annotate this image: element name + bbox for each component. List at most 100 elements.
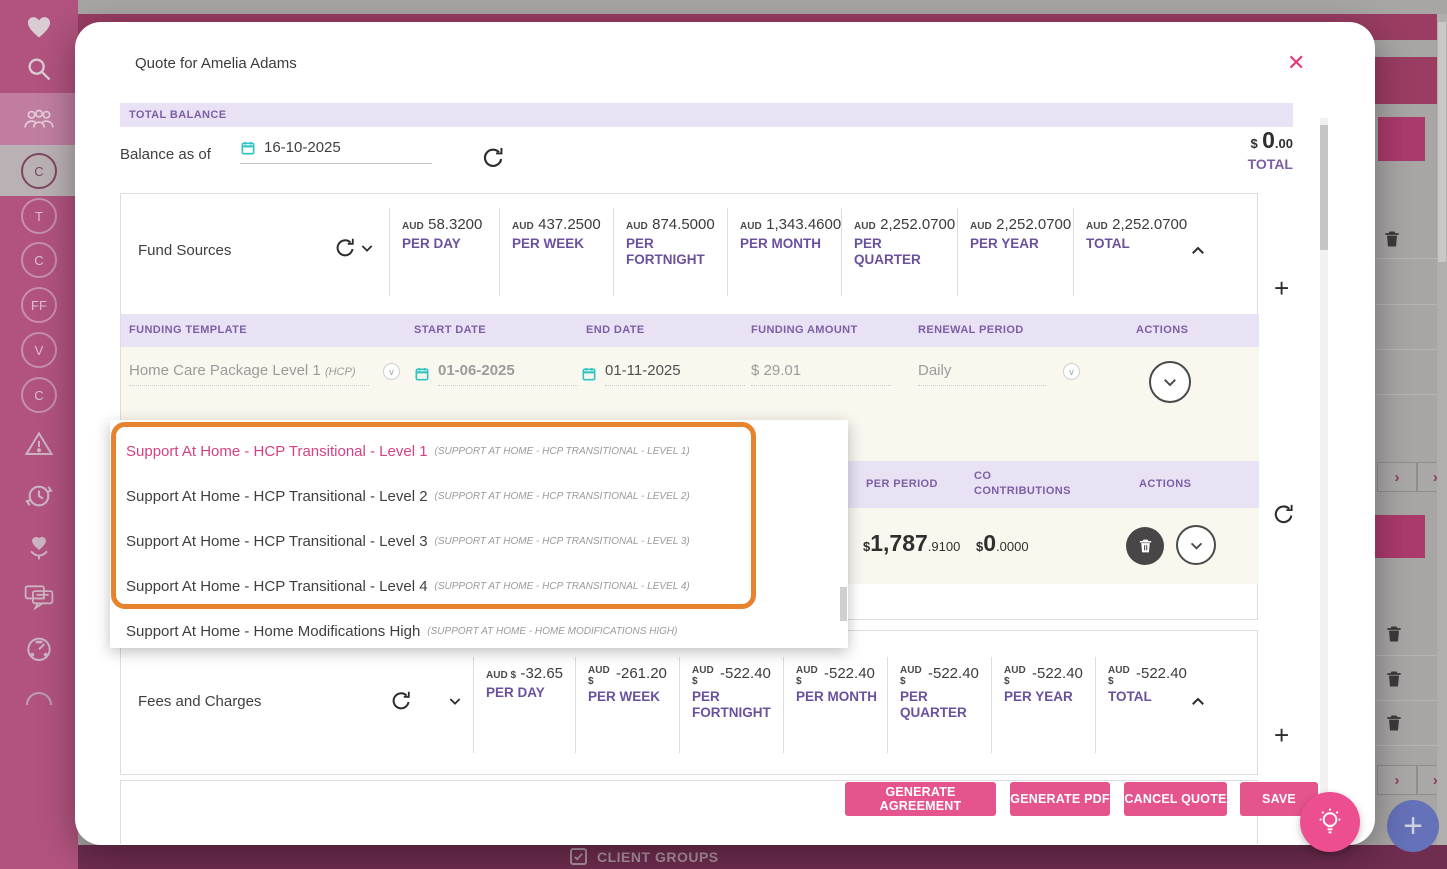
sidebar-item-client-c-active[interactable]: C bbox=[0, 152, 78, 190]
end-date-value: 01-11-2025 bbox=[605, 362, 745, 386]
period-label: PER MONTH bbox=[796, 689, 877, 704]
amount-value: -522.40 bbox=[1032, 665, 1083, 682]
refresh-balance-button[interactable] bbox=[480, 145, 506, 171]
option-label: Support At Home - HCP Transitional - Lev… bbox=[126, 578, 428, 595]
total-label: TOTAL bbox=[1247, 156, 1293, 172]
page-scrollbar-thumb[interactable] bbox=[1438, 22, 1446, 262]
trash-icon[interactable] bbox=[1384, 712, 1404, 734]
dashboard-nav-item[interactable] bbox=[0, 630, 78, 666]
client-groups-section: CLIENT GROUPS bbox=[570, 848, 719, 865]
refresh-fees-button[interactable] bbox=[389, 689, 415, 715]
start-date-input[interactable]: 01-06-2025 bbox=[414, 362, 578, 386]
row-expand-button[interactable] bbox=[1149, 361, 1191, 403]
care-nav-item[interactable] bbox=[0, 528, 78, 564]
messages-nav-item[interactable] bbox=[0, 578, 78, 614]
avatar: FF bbox=[21, 287, 57, 323]
option-hint: (SUPPORT AT HOME - HCP TRANSITIONAL - LE… bbox=[434, 491, 690, 502]
amount-whole: 1,787 bbox=[870, 530, 928, 556]
generate-pdf-button[interactable]: GENERATE PDF bbox=[1010, 782, 1110, 816]
calendar-icon[interactable] bbox=[240, 140, 256, 156]
pager-next-icon: › bbox=[1394, 771, 1400, 789]
fees-and-charges-panel: Fees and Charges AUD $ -32.65 PER DAY AU… bbox=[120, 630, 1258, 775]
trash-icon[interactable] bbox=[1384, 623, 1404, 645]
modal-scrollbar-thumb[interactable] bbox=[1320, 125, 1328, 250]
calendar-icon[interactable] bbox=[581, 366, 597, 382]
renewal-dropdown-toggle[interactable]: v bbox=[1063, 363, 1080, 380]
calendar-icon[interactable] bbox=[414, 366, 430, 382]
currency-label: AUD $ bbox=[796, 665, 818, 687]
currency-label: AUD bbox=[512, 221, 534, 232]
checkbox-icon[interactable] bbox=[570, 848, 587, 865]
fund-sources-expand-button[interactable] bbox=[359, 240, 375, 256]
modal-scrollbar[interactable] bbox=[1320, 118, 1328, 808]
funding-amount-value: $ 29.01 bbox=[751, 362, 891, 386]
divider bbox=[1375, 745, 1447, 746]
clients-nav-item[interactable] bbox=[0, 102, 78, 136]
funding-amount-input[interactable]: $ 29.01 bbox=[751, 362, 891, 386]
sidebar-item-client-t[interactable]: T bbox=[0, 197, 78, 235]
generate-agreement-button[interactable]: GENERATE AGREEMENT bbox=[845, 782, 996, 816]
line-item-expand-button[interactable] bbox=[1176, 525, 1216, 565]
balance-date-input[interactable]: 16-10-2025 bbox=[240, 139, 432, 164]
chevron-down-icon bbox=[1190, 542, 1202, 550]
col-funding-amount: FUNDING AMOUNT bbox=[751, 324, 858, 336]
fees-collapse-button[interactable] bbox=[1189, 693, 1207, 711]
add-fab-button[interactable]: + bbox=[1387, 800, 1439, 852]
favorites-nav-item[interactable] bbox=[0, 10, 78, 44]
chevron-v-icon: v bbox=[1069, 366, 1074, 377]
cancel-quote-button[interactable]: CANCEL QUOTE bbox=[1124, 782, 1227, 816]
summary-col-total: AUD 2,252.0700 TOTAL bbox=[1073, 208, 1187, 296]
refresh-fund-sources-button[interactable] bbox=[333, 236, 359, 262]
renewal-period-select[interactable]: Daily bbox=[918, 362, 1046, 386]
modal-title: Quote for Amelia Adams bbox=[135, 55, 297, 72]
delete-line-item-button[interactable] bbox=[1126, 527, 1164, 565]
funding-template-select[interactable]: Home Care Package Level 1 (HCP) bbox=[129, 362, 377, 386]
sidebar-item-client-c3[interactable]: C bbox=[0, 376, 78, 414]
dropdown-option-1[interactable]: Support At Home - HCP Transitional - Lev… bbox=[110, 429, 848, 474]
avatar: C bbox=[21, 377, 57, 413]
support-nav-item[interactable] bbox=[0, 684, 78, 710]
fees-col-per-week: AUD $ -261.20 PER WEEK bbox=[575, 657, 679, 753]
period-label: PER FORTNIGHT bbox=[692, 689, 771, 721]
close-button[interactable]: ✕ bbox=[1287, 50, 1305, 76]
fund-sources-summary-row: Fund Sources AUD 58.3200 PER DAY AUD 437… bbox=[121, 194, 1257, 310]
refresh-line-items-button[interactable] bbox=[1271, 502, 1296, 527]
search-nav-item[interactable] bbox=[0, 52, 78, 86]
funding-template-suffix: (HCP) bbox=[324, 366, 356, 378]
pager-next-button[interactable]: › bbox=[1377, 765, 1417, 795]
amount-value: -32.65 bbox=[520, 665, 564, 682]
trash-icon[interactable] bbox=[1384, 668, 1404, 690]
divider bbox=[1375, 655, 1447, 656]
sidebar-item-client-c2[interactable]: C bbox=[0, 241, 78, 279]
currency-label: AUD $ bbox=[692, 665, 714, 687]
currency-symbol: $ bbox=[1250, 136, 1258, 151]
chevron-down-icon bbox=[449, 698, 461, 705]
option-hint: (SUPPORT AT HOME - HOME MODIFICATIONS HI… bbox=[427, 626, 678, 637]
page-scrollbar[interactable] bbox=[1437, 14, 1447, 869]
fees-expand-button[interactable] bbox=[447, 693, 463, 709]
alerts-nav-item[interactable] bbox=[0, 426, 78, 462]
col-actions: ACTIONS bbox=[1136, 324, 1189, 336]
template-dropdown-toggle[interactable]: v bbox=[383, 363, 400, 380]
dropdown-option-2[interactable]: Support At Home - HCP Transitional - Lev… bbox=[110, 474, 848, 519]
amount-value: -522.40 bbox=[824, 665, 875, 682]
sidebar-item-client-v[interactable]: V bbox=[0, 331, 78, 369]
divider bbox=[1375, 258, 1447, 259]
fees-col-per-fortnight: AUD $ -522.40 PER FORTNIGHT bbox=[679, 657, 783, 753]
dropdown-option-3[interactable]: Support At Home - HCP Transitional - Lev… bbox=[110, 519, 848, 564]
dropdown-option-4[interactable]: Support At Home - HCP Transitional - Lev… bbox=[110, 564, 848, 609]
dropdown-scrollbar-thumb[interactable] bbox=[840, 587, 847, 621]
trash-icon[interactable] bbox=[1382, 228, 1402, 250]
hands-heart-icon bbox=[30, 536, 48, 560]
summary-col-per-day: AUD 58.3200 PER DAY bbox=[389, 208, 499, 296]
end-date-input[interactable]: 01-11-2025 bbox=[581, 362, 745, 386]
fund-sources-collapse-button[interactable] bbox=[1189, 242, 1207, 260]
sidebar-item-client-ff[interactable]: FF bbox=[0, 286, 78, 324]
assistant-fab-button[interactable] bbox=[1300, 792, 1360, 852]
add-fund-source-button[interactable]: + bbox=[1274, 275, 1289, 301]
add-fee-button[interactable]: + bbox=[1274, 722, 1289, 748]
pager-next-button[interactable]: › bbox=[1377, 462, 1417, 492]
history-nav-item[interactable] bbox=[0, 478, 78, 514]
dropdown-option-5[interactable]: Support At Home - Home Modifications Hig… bbox=[110, 609, 848, 654]
currency-symbol: $ bbox=[863, 539, 871, 554]
